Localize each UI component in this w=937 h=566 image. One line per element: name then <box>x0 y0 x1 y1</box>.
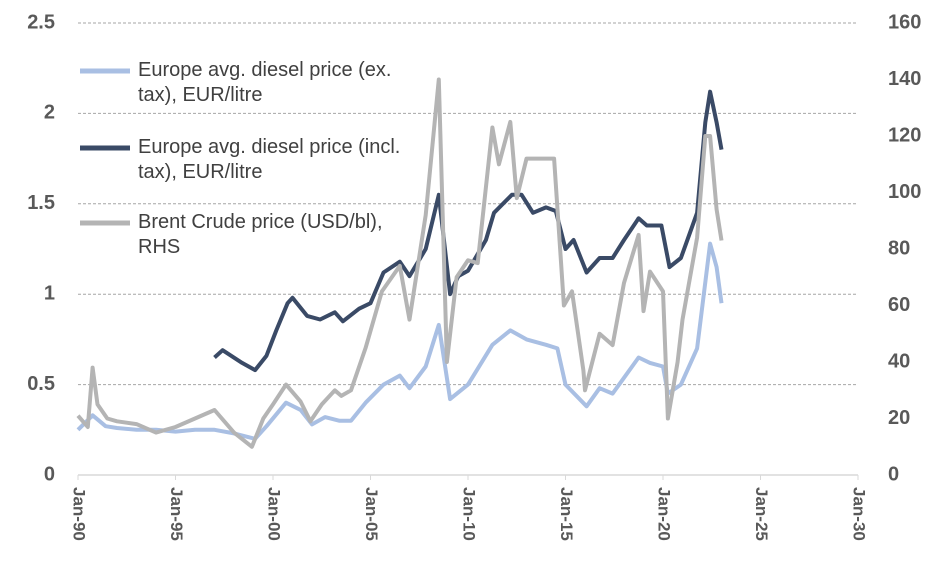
series-line <box>213 89 724 373</box>
y-tick-label: 2.5 <box>27 11 55 33</box>
y2-tick-label: 20 <box>888 407 910 429</box>
y2-tick-label: 160 <box>888 11 921 33</box>
legend-label: Brent Crude price (USD/bl), RHS <box>138 211 383 258</box>
y-tick-label: 0.5 <box>27 373 55 395</box>
y2-tick-label: 80 <box>888 237 910 259</box>
x-tick-label: Jan-90 <box>70 487 89 541</box>
y2-tick-label: 100 <box>888 181 921 203</box>
y2-tick-label: 40 <box>888 350 910 372</box>
legend-label: Europe avg. diesel price (ex. tax), EUR/… <box>138 59 392 106</box>
y2-tick-label: 140 <box>888 68 921 90</box>
y-tick-label: 1 <box>44 282 55 304</box>
series-line <box>76 77 724 449</box>
x-tick-label: Jan-30 <box>850 487 869 541</box>
x-tick-label: Jan-15 <box>557 487 576 541</box>
y2-tick-label: 0 <box>888 463 899 485</box>
x-tick-label: Jan-05 <box>362 487 381 541</box>
y-tick-label: 2 <box>44 102 55 124</box>
y2-tick-label: 60 <box>888 294 910 316</box>
y2-tick-label: 120 <box>888 124 921 146</box>
legend-label: Europe avg. diesel price (incl. tax), EU… <box>138 136 401 183</box>
y-tick-label: 1.5 <box>27 192 55 214</box>
x-tick-label: Jan-20 <box>655 487 674 541</box>
x-tick-label: Jan-00 <box>265 487 284 541</box>
y-tick-label: 0 <box>44 463 55 485</box>
series-line <box>76 241 724 441</box>
x-tick-label: Jan-25 <box>752 487 771 541</box>
x-tick-label: Jan-10 <box>460 487 479 541</box>
x-tick-label: Jan-95 <box>167 487 186 541</box>
